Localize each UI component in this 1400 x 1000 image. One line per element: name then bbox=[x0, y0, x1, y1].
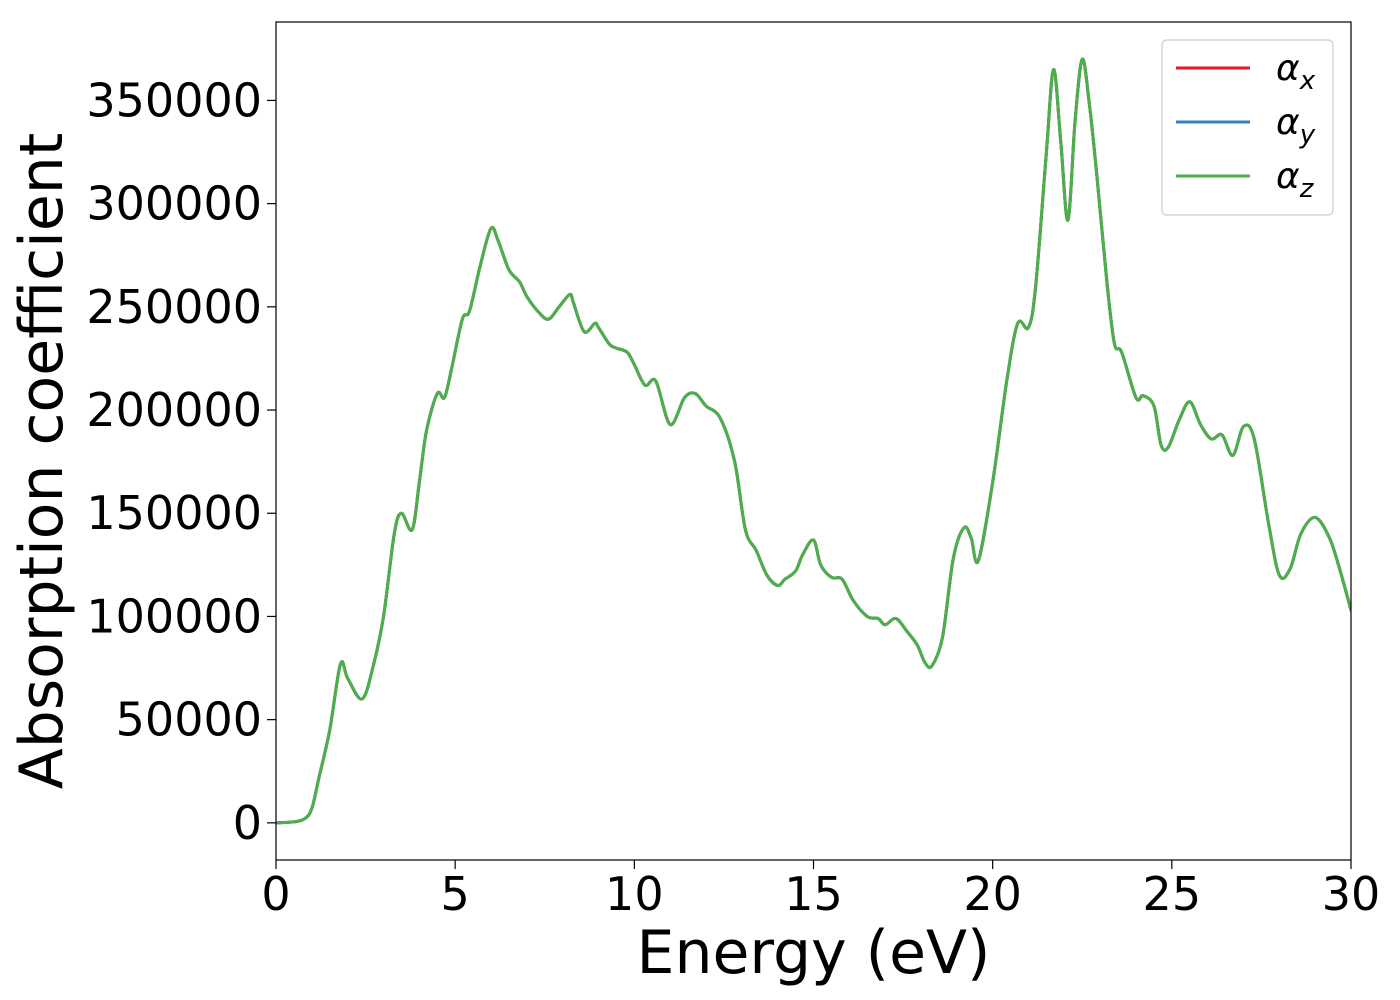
y-tick-label: 350000 bbox=[86, 73, 262, 127]
x-tick-label: 10 bbox=[605, 867, 664, 921]
x-tick-label: 20 bbox=[963, 867, 1022, 921]
legend-label-base: α bbox=[1276, 48, 1300, 89]
x-tick-label: 25 bbox=[1143, 867, 1202, 921]
legend-label-x: αx bbox=[1276, 48, 1316, 96]
series-lines bbox=[276, 57, 1351, 825]
y-tick-label: 300000 bbox=[86, 177, 262, 231]
y-tick-label: 150000 bbox=[86, 486, 262, 540]
x-tick-label: 5 bbox=[441, 867, 470, 921]
x-tick-label: 15 bbox=[784, 867, 843, 921]
y-axis-ticks: 0 50000 100000 150000 200000 250000 300000 3500… bbox=[86, 73, 276, 850]
legend-label-subscript: x bbox=[1299, 66, 1316, 96]
y-tick-label: 100000 bbox=[86, 589, 262, 643]
legend-label-z: αz bbox=[1276, 156, 1315, 204]
legend-label-base: α bbox=[1276, 156, 1300, 197]
y-tick-label: 0 bbox=[233, 796, 262, 850]
x-axis-title: Energy (eV) bbox=[637, 918, 991, 988]
x-tick-label: 30 bbox=[1322, 867, 1381, 921]
y-axis-title: Absorption coefficient bbox=[7, 133, 77, 790]
legend-label-subscript: z bbox=[1299, 174, 1315, 204]
legend-label-subscript: y bbox=[1299, 120, 1316, 150]
legend-box bbox=[1161, 39, 1334, 216]
y-tick-label: 50000 bbox=[116, 693, 262, 747]
y-tick-label: 250000 bbox=[86, 280, 262, 334]
series-line-z bbox=[276, 57, 1351, 825]
y-tick-label: 200000 bbox=[86, 383, 262, 437]
x-tick-label: 0 bbox=[261, 867, 290, 921]
legend-label-base: α bbox=[1276, 102, 1300, 143]
x-axis-ticks: 0 5 10 15 20 25 30 bbox=[261, 860, 1380, 921]
legend-label-y: αy bbox=[1276, 102, 1316, 150]
